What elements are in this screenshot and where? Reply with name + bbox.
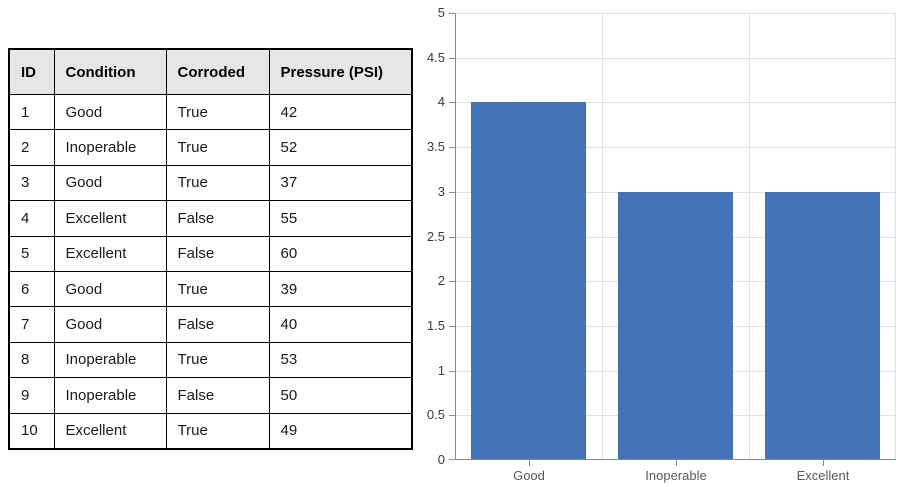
table-row: 3 Good True 37 [8, 164, 413, 202]
table-cell: 2 [8, 129, 55, 166]
y-tick-label: 2.5 [426, 229, 445, 244]
table-cell: Excellent [53, 200, 167, 237]
table-cell: False [165, 306, 270, 343]
gridline-horizontal [455, 58, 896, 59]
pipe-data-table: ID Condition Corroded Pressure (PSI) 1 Good T… [8, 48, 413, 450]
table-cell: 42 [268, 93, 413, 131]
y-tick-label: 5 [437, 5, 445, 20]
y-tick-label: 1.5 [426, 318, 445, 333]
y-tick-label: 4 [437, 94, 445, 109]
x-tick-mark [676, 460, 677, 466]
y-tick-mark [449, 237, 455, 238]
table-row: 6 Good True 39 [8, 270, 413, 308]
table-cell: 1 [8, 93, 55, 131]
gridline-horizontal [455, 13, 896, 14]
table-cell: True [165, 93, 270, 131]
table-cell: Excellent [53, 235, 167, 272]
bar-excellent [765, 192, 880, 460]
y-tick-mark [449, 13, 455, 14]
table-cell: 55 [268, 200, 413, 237]
table-cell: 3 [8, 164, 55, 202]
table-cell: 53 [268, 341, 413, 379]
table-row: 8 Inoperable True 53 [8, 341, 413, 379]
y-tick-label: 2 [437, 273, 445, 288]
table-cell: 10 [8, 412, 55, 450]
table-cell: Good [53, 306, 167, 343]
table-cell: Good [53, 270, 167, 308]
table-cell: Good [53, 164, 167, 202]
y-tick-mark [449, 459, 455, 460]
table-cell: 50 [268, 377, 413, 414]
y-tick-label: 3 [437, 184, 445, 199]
y-tick-mark [449, 147, 455, 148]
table-cell: Inoperable [53, 341, 167, 379]
gridline-horizontal [455, 147, 896, 148]
table-cell: 9 [8, 377, 55, 414]
table-cell: 39 [268, 270, 413, 308]
table-cell: True [165, 341, 270, 379]
gridline-vertical [602, 13, 603, 460]
table-cell: 49 [268, 412, 413, 450]
table-cell: 4 [8, 200, 55, 237]
x-category-label: Inoperable [645, 468, 707, 483]
column-header-corroded: Corroded [165, 48, 270, 95]
y-tick-label: 1 [437, 363, 445, 378]
table-body: 1 Good True 42 2 Inoperable True 52 3 Good True 37 4… [8, 93, 413, 450]
table-cell: 6 [8, 270, 55, 308]
bar-inoperable [618, 192, 733, 460]
x-tick-mark [529, 460, 530, 466]
y-tick-label: 3.5 [426, 139, 445, 154]
table-cell: False [165, 377, 270, 414]
y-tick-label: 4.5 [426, 50, 445, 65]
x-category-label: Excellent [796, 468, 850, 483]
y-tick-mark [449, 58, 455, 59]
table-row: 4 Excellent False 55 [8, 200, 413, 237]
table-cell: Inoperable [53, 377, 167, 414]
table-cell: True [165, 129, 270, 166]
table-cell: True [165, 270, 270, 308]
table-cell: Good [53, 93, 167, 131]
table-cell: 60 [268, 235, 413, 272]
table-cell: 37 [268, 164, 413, 202]
table-cell: 8 [8, 341, 55, 379]
table-cell: False [165, 235, 270, 272]
gridline-vertical [895, 13, 896, 460]
table-cell: True [165, 164, 270, 202]
column-header-id: ID [8, 48, 55, 95]
y-tick-mark [449, 192, 455, 193]
table-row: 1 Good True 42 [8, 93, 413, 131]
y-tick-mark [449, 415, 455, 416]
table-row: 7 Good False 40 [8, 306, 413, 343]
y-tick-label: 0 [437, 452, 445, 467]
table-cell: 40 [268, 306, 413, 343]
table-row: 9 Inoperable False 50 [8, 377, 413, 414]
x-tick-mark [823, 460, 824, 466]
y-tick-mark [449, 281, 455, 282]
table-row: 2 Inoperable True 52 [8, 129, 413, 166]
y-tick-label: 0.5 [426, 407, 445, 422]
bar-good [471, 102, 586, 460]
y-tick-mark [449, 326, 455, 327]
table-cell: Excellent [53, 412, 167, 450]
bar-chart-plot-area: 0 0.5 1 1.5 2 2.5 3 3.5 4 4.5 5 Good Inoperable Excel… [427, 5, 896, 483]
x-axis-line [455, 459, 896, 460]
table-header-row: ID Condition Corroded Pressure (PSI) [8, 48, 413, 95]
column-header-pressure-psi: Pressure (PSI) [268, 48, 413, 95]
gridline-horizontal [455, 102, 896, 103]
table-cell: False [165, 200, 270, 237]
gridline-vertical [749, 13, 750, 460]
table-cell: 7 [8, 306, 55, 343]
y-axis-line [455, 13, 456, 460]
y-tick-mark [449, 371, 455, 372]
y-tick-mark [449, 102, 455, 103]
column-header-condition: Condition [53, 48, 167, 95]
table-cell: True [165, 412, 270, 450]
table-cell: Inoperable [53, 129, 167, 166]
table-cell: 52 [268, 129, 413, 166]
table-cell: 5 [8, 235, 55, 272]
x-category-label: Good [513, 468, 545, 483]
table-row: 10 Excellent True 49 [8, 412, 413, 450]
table-row: 5 Excellent False 60 [8, 235, 413, 272]
